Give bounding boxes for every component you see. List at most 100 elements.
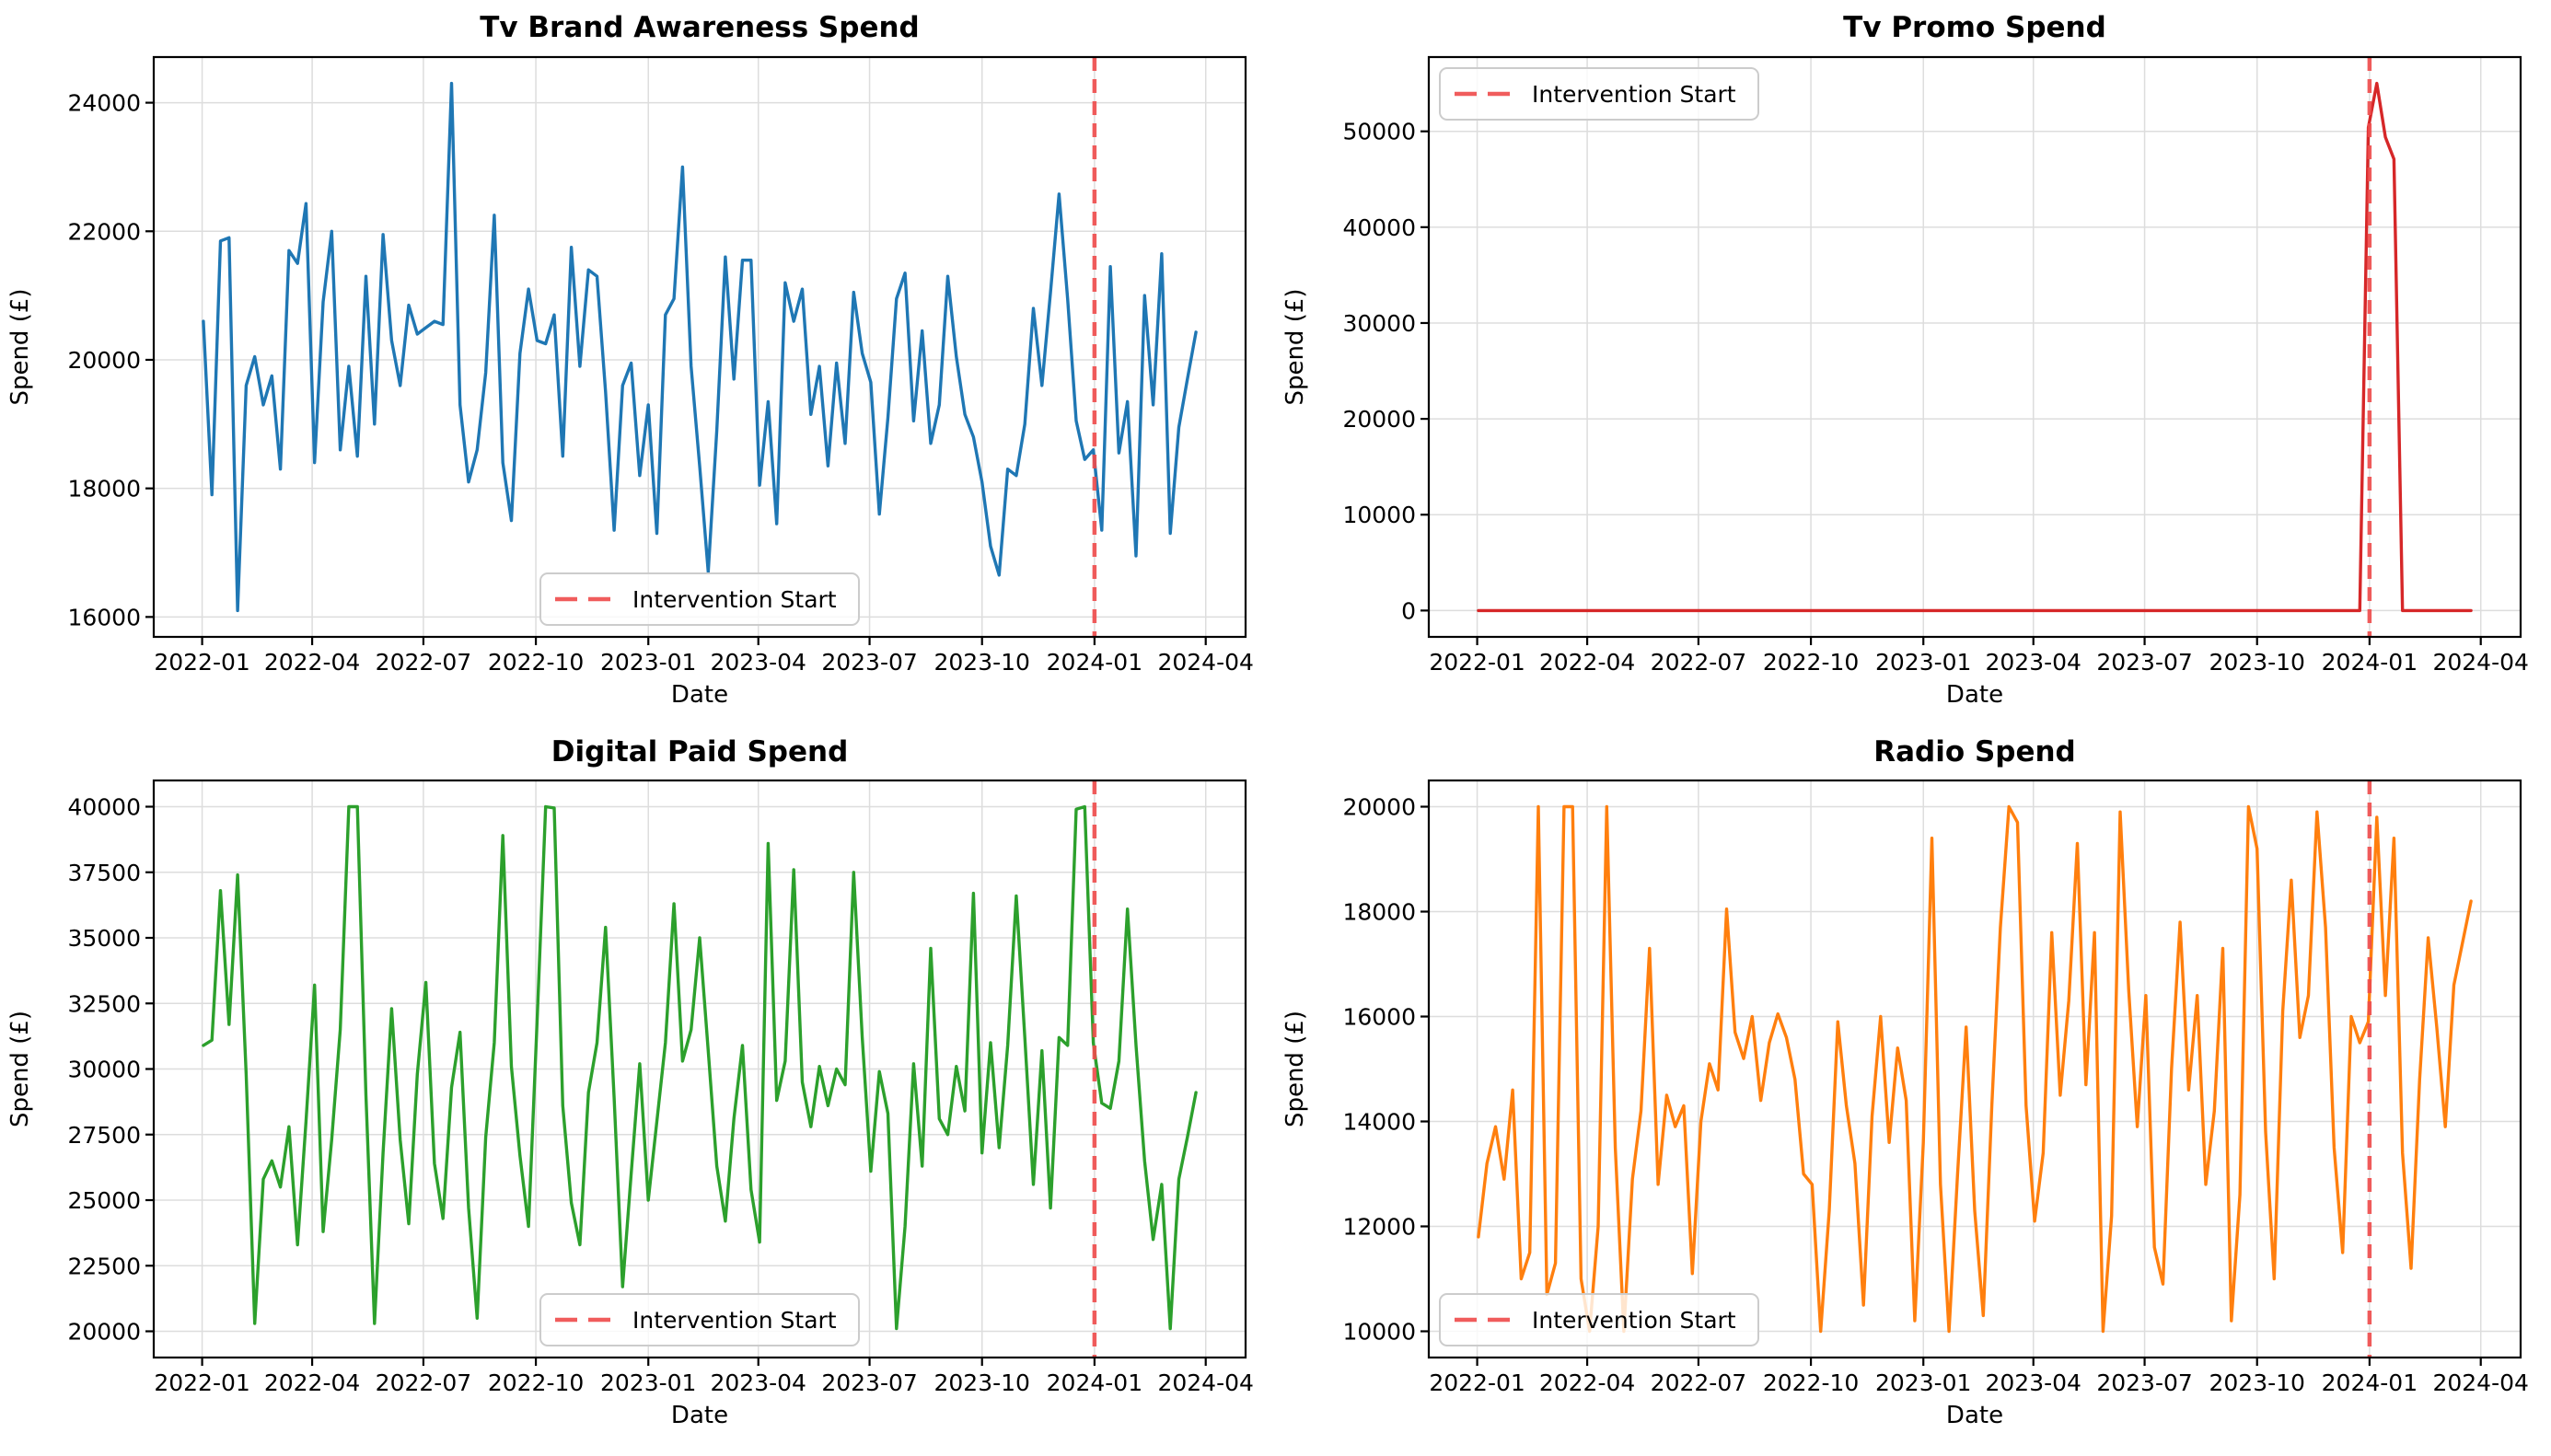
chart-title-radio: Radio Spend (1873, 735, 2076, 768)
y-tick-label: 12000 (1342, 1214, 1416, 1241)
x-tick-label: 2024-01 (1047, 1369, 1142, 1396)
x-tick-label: 2024-04 (1157, 1369, 1253, 1396)
plot-border (1427, 55, 2522, 639)
x-tick-label: 2022-10 (488, 1369, 584, 1396)
y-axis-label: Spend (£) (6, 288, 34, 405)
x-axis-label: Date (671, 1402, 728, 1429)
x-tick-label: 2022-01 (1429, 1369, 1525, 1396)
x-tick-label: 2023-10 (2209, 649, 2304, 676)
x-axis-label: Date (1946, 681, 2003, 709)
chart-title-tv-brand-awareness: Tv Brand Awareness Spend (480, 11, 920, 44)
x-tick-label: 2023-04 (711, 1369, 806, 1396)
x-tick-label: 2023-01 (600, 649, 696, 676)
plot-tv-brand-awareness: 2022-01 2022-04 2022-07 2022-10 2023-01 2023-… (6, 55, 1254, 709)
x-tick-label: 2022-01 (154, 649, 249, 676)
legend-label: Intervention Start (1532, 81, 1736, 108)
x-tick-label: 2023-01 (1875, 649, 1971, 676)
y-tick-label: 10000 (1342, 1319, 1416, 1346)
y-axis-label: Spend (£) (1281, 288, 1309, 405)
x-tick-label: 2022-07 (1651, 649, 1746, 676)
x-tick-label: 2022-10 (1763, 1369, 1859, 1396)
y-tick-label: 37500 (67, 860, 141, 886)
x-tick-label: 2023-07 (821, 649, 917, 676)
y-tick-label: 20000 (1342, 794, 1416, 821)
x-tick-label: 2023-01 (600, 1369, 696, 1396)
x-axis-label: Date (671, 681, 728, 709)
y-tick-label: 30000 (1342, 310, 1416, 337)
x-tick-label: 2023-07 (2096, 649, 2192, 676)
x-axis-label: Date (1946, 1402, 2003, 1429)
plot-digital-paid: 2022-01 2022-04 2022-07 2022-10 2023-01 2023-… (6, 779, 1254, 1429)
legend: Intervention Start (1439, 67, 1759, 121)
x-tick-label: 2024-01 (2322, 1369, 2418, 1396)
y-tick-label: 27500 (67, 1122, 141, 1149)
data-line-tv-promo (1477, 81, 2473, 613)
x-tick-label: 2022-07 (376, 1369, 471, 1396)
y-tick-label: 40000 (1342, 214, 1416, 241)
x-tick-label: 2022-01 (1429, 649, 1525, 676)
legend: Intervention Start (539, 572, 860, 626)
y-tick-label: 20000 (67, 1319, 141, 1346)
chart-title-digital-paid: Digital Paid Spend (551, 735, 849, 768)
x-tick-label: 2022-10 (1763, 649, 1859, 676)
chart-title-tv-promo: Tv Promo Spend (1843, 11, 2106, 44)
x-tick-label: 2022-07 (1651, 1369, 1746, 1396)
x-tick-label: 2023-10 (933, 1369, 1029, 1396)
y-tick-label: 35000 (67, 925, 141, 952)
legend-label: Intervention Start (632, 586, 837, 613)
x-tick-label: 2023-01 (1875, 1369, 1971, 1396)
data-line-tv-brand (202, 81, 1198, 613)
chart-digital-paid: Digital Paid Spend 2022-01 2022-04 2022-07… (0, 728, 1275, 1456)
x-tick-label: 2024-01 (1047, 649, 1142, 676)
x-tick-label: 2023-07 (2096, 1369, 2192, 1396)
plot-border (152, 55, 1247, 639)
y-tick-label: 16000 (67, 604, 141, 630)
legend-box (1439, 67, 1759, 121)
y-tick-label: 0 (1401, 597, 1416, 624)
x-tick-label: 2023-04 (711, 649, 806, 676)
y-tick-label: 24000 (67, 90, 141, 117)
x-tick-label: 2022-07 (376, 649, 471, 676)
plot-border (1427, 779, 2522, 1359)
y-tick-label: 14000 (1342, 1109, 1416, 1136)
x-tick-label: 2022-04 (1539, 649, 1635, 676)
y-axis-label: Spend (£) (1281, 1011, 1309, 1127)
y-tick-label: 50000 (1342, 119, 1416, 145)
legend: Intervention Start (1439, 1293, 1759, 1346)
legend-label: Intervention Start (632, 1307, 837, 1334)
x-tick-label: 2022-04 (264, 649, 360, 676)
chart-radio: Radio Spend 2022-01 2022-04 2022-07 2022-10… (1275, 728, 2550, 1456)
plot-radio: 2022-01 2022-04 2022-07 2022-10 2023-01 2023-… (1281, 779, 2529, 1429)
y-tick-label: 25000 (67, 1187, 141, 1214)
legend: Intervention Start (539, 1293, 860, 1346)
plot-tv-promo: 2022-01 2022-04 2022-07 2022-10 2023-01 2023-… (1281, 55, 2529, 709)
x-tick-label: 2023-04 (1986, 649, 2081, 676)
x-tick-label: 2023-10 (2209, 1369, 2304, 1396)
x-tick-label: 2022-01 (154, 1369, 249, 1396)
x-tick-label: 2022-04 (1539, 1369, 1635, 1396)
y-tick-label: 18000 (67, 476, 141, 503)
x-tick-label: 2024-04 (2432, 1369, 2528, 1396)
legend-box (539, 1293, 860, 1346)
y-tick-label: 22500 (67, 1253, 141, 1279)
x-tick-label: 2024-04 (1157, 649, 1253, 676)
x-tick-label: 2024-04 (2432, 649, 2528, 676)
y-tick-label: 18000 (1342, 899, 1416, 926)
chart-tv-brand-awareness: Tv Brand Awareness Spend 2022-01 2022-04 2… (0, 0, 1275, 728)
y-tick-label: 30000 (67, 1057, 141, 1083)
x-tick-label: 2022-04 (264, 1369, 360, 1396)
x-tick-label: 2023-10 (933, 649, 1029, 676)
y-tick-label: 10000 (1342, 502, 1416, 528)
data-line-radio (1477, 804, 2473, 1334)
x-tick-label: 2024-01 (2322, 649, 2418, 676)
x-tick-label: 2023-04 (1986, 1369, 2081, 1396)
y-tick-label: 20000 (1342, 406, 1416, 433)
y-tick-label: 16000 (1342, 1004, 1416, 1031)
y-tick-label: 40000 (67, 794, 141, 821)
legend-box (1439, 1293, 1759, 1346)
y-tick-label: 20000 (67, 347, 141, 374)
chart-tv-promo: Tv Promo Spend 2022-01 2022-04 2022-07 2022… (1275, 0, 2550, 728)
y-tick-label: 22000 (67, 218, 141, 245)
y-tick-label: 32500 (67, 990, 141, 1017)
